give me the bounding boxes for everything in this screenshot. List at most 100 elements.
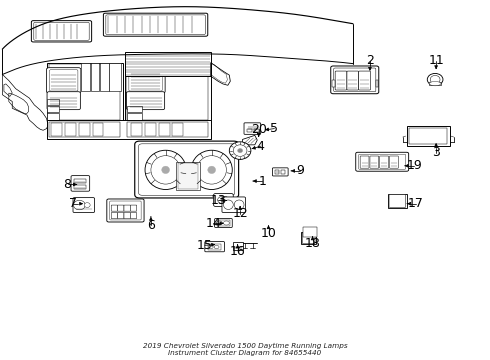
Ellipse shape — [218, 196, 229, 204]
Text: 20: 20 — [251, 123, 267, 136]
FancyBboxPatch shape — [244, 123, 261, 134]
FancyBboxPatch shape — [126, 68, 165, 93]
FancyBboxPatch shape — [126, 92, 165, 110]
Bar — [172, 123, 183, 136]
Text: 2: 2 — [366, 54, 374, 67]
Text: 11: 11 — [428, 54, 444, 67]
Ellipse shape — [427, 73, 443, 86]
FancyBboxPatch shape — [47, 68, 81, 93]
Text: 17: 17 — [408, 197, 423, 210]
Text: 8: 8 — [64, 178, 72, 191]
Bar — [127, 113, 142, 120]
Bar — [176, 162, 200, 190]
FancyBboxPatch shape — [129, 70, 162, 91]
Ellipse shape — [233, 145, 247, 156]
Ellipse shape — [162, 166, 170, 174]
Ellipse shape — [220, 198, 226, 202]
Ellipse shape — [429, 82, 441, 86]
Bar — [74, 185, 86, 189]
FancyBboxPatch shape — [334, 68, 376, 92]
FancyBboxPatch shape — [360, 156, 369, 168]
FancyBboxPatch shape — [135, 141, 239, 198]
Ellipse shape — [234, 200, 244, 210]
FancyBboxPatch shape — [111, 212, 118, 219]
Bar — [247, 129, 252, 132]
FancyBboxPatch shape — [380, 156, 389, 168]
Text: 12: 12 — [232, 207, 248, 220]
Bar — [376, 80, 378, 87]
Bar — [51, 123, 62, 136]
Bar — [303, 227, 317, 237]
Bar — [47, 120, 211, 139]
FancyBboxPatch shape — [302, 233, 315, 244]
Text: 7: 7 — [69, 197, 76, 210]
FancyBboxPatch shape — [118, 205, 124, 211]
Bar — [301, 233, 316, 244]
FancyBboxPatch shape — [335, 71, 347, 90]
Bar — [429, 82, 441, 85]
Bar — [233, 242, 243, 250]
FancyBboxPatch shape — [31, 21, 92, 42]
Text: 19: 19 — [406, 159, 422, 172]
Bar — [332, 80, 335, 87]
Ellipse shape — [208, 246, 213, 249]
Text: 2019 Chevrolet Silverado 1500 Daytime Running Lamps
Instrument Cluster Diagram f: 2019 Chevrolet Silverado 1500 Daytime Ru… — [143, 342, 347, 356]
Ellipse shape — [238, 149, 243, 153]
Bar — [388, 194, 407, 208]
Text: 4: 4 — [257, 140, 265, 153]
FancyBboxPatch shape — [347, 71, 359, 90]
Ellipse shape — [217, 221, 222, 225]
Bar — [79, 123, 90, 136]
Bar — [74, 179, 86, 183]
FancyBboxPatch shape — [130, 205, 137, 211]
Bar — [100, 63, 109, 91]
Ellipse shape — [214, 246, 219, 249]
Bar — [125, 63, 211, 122]
FancyBboxPatch shape — [124, 205, 130, 211]
Text: 13: 13 — [210, 194, 226, 207]
FancyBboxPatch shape — [111, 205, 118, 211]
FancyBboxPatch shape — [272, 168, 288, 176]
FancyBboxPatch shape — [214, 194, 233, 206]
FancyBboxPatch shape — [106, 15, 205, 35]
Bar — [127, 106, 142, 112]
Ellipse shape — [84, 203, 90, 207]
Text: 6: 6 — [147, 219, 155, 231]
Bar — [131, 123, 142, 136]
FancyBboxPatch shape — [110, 201, 141, 220]
Bar — [178, 163, 198, 189]
Bar — [145, 123, 156, 136]
FancyBboxPatch shape — [47, 92, 80, 110]
Text: 10: 10 — [261, 227, 276, 240]
FancyBboxPatch shape — [215, 219, 232, 228]
Ellipse shape — [430, 76, 440, 84]
Bar — [93, 123, 103, 136]
FancyBboxPatch shape — [118, 212, 124, 219]
Bar — [125, 53, 211, 76]
Ellipse shape — [145, 150, 186, 189]
Bar — [109, 63, 121, 91]
FancyBboxPatch shape — [389, 194, 406, 207]
Bar — [217, 220, 230, 226]
FancyBboxPatch shape — [34, 22, 89, 40]
Bar — [81, 63, 90, 91]
FancyBboxPatch shape — [130, 212, 137, 219]
Text: 1: 1 — [258, 175, 266, 188]
Text: 15: 15 — [197, 239, 213, 252]
Text: 9: 9 — [296, 165, 304, 177]
FancyBboxPatch shape — [107, 199, 144, 222]
Bar — [409, 127, 447, 144]
Bar — [47, 113, 59, 120]
Bar — [47, 99, 59, 105]
FancyBboxPatch shape — [331, 66, 379, 94]
FancyBboxPatch shape — [222, 197, 245, 212]
Text: 18: 18 — [305, 237, 320, 250]
FancyBboxPatch shape — [370, 156, 379, 168]
Bar — [281, 170, 285, 174]
FancyBboxPatch shape — [205, 242, 224, 252]
Bar — [254, 129, 259, 132]
FancyBboxPatch shape — [49, 70, 78, 91]
Bar — [159, 123, 170, 136]
Ellipse shape — [229, 142, 251, 159]
FancyBboxPatch shape — [359, 71, 370, 90]
